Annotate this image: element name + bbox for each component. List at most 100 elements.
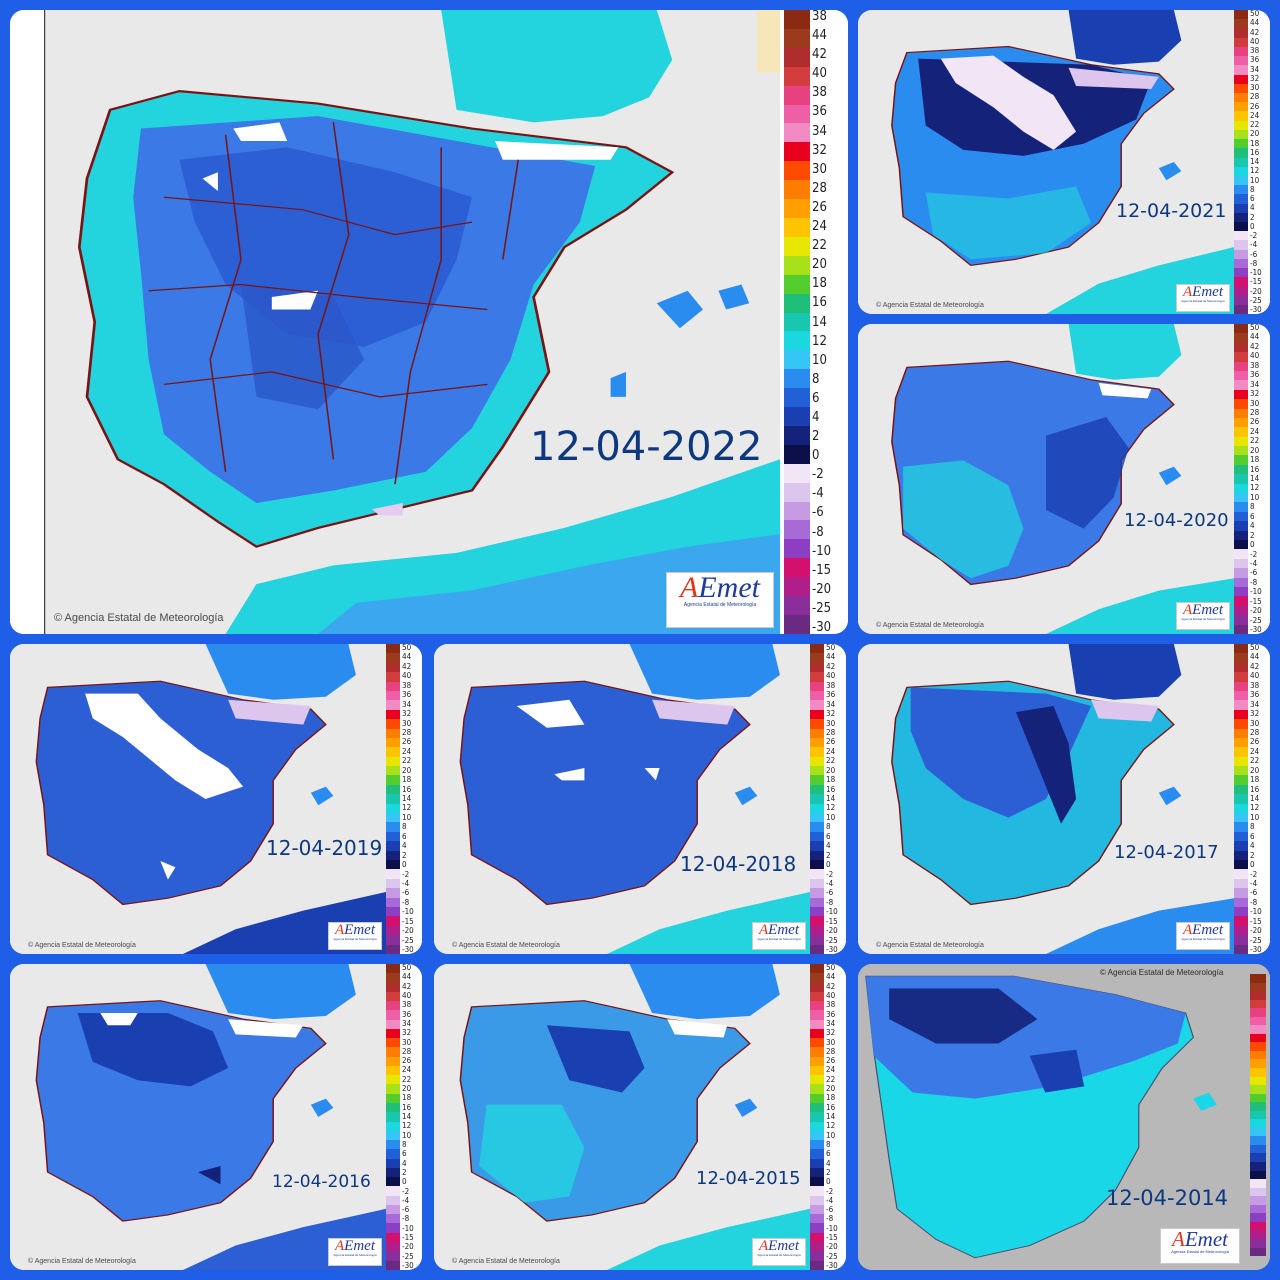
scale-swatch <box>386 925 400 936</box>
scale-tick-label: 0 <box>402 1177 407 1187</box>
scale-swatch <box>784 369 810 389</box>
scale-swatch <box>1234 624 1248 634</box>
scale-swatch <box>810 1149 824 1159</box>
scale-tick-label: 14 <box>1250 474 1260 483</box>
scale-tick-label: 44 <box>1250 652 1260 662</box>
scale-tick-label: -4 <box>1250 240 1258 250</box>
scale-tick-label: 42 <box>1250 341 1260 351</box>
scale-tick-label: 14 <box>1250 794 1260 803</box>
scale-swatch <box>784 104 810 124</box>
scale-tick-label: 0 <box>1250 221 1255 231</box>
scale-swatch <box>386 690 400 701</box>
scale-tick-label: 14 <box>826 1112 836 1121</box>
map-panel-2016: 12-04-2016 © Agencia Estatal de Meteorol… <box>10 964 422 1270</box>
scale-swatch <box>810 916 824 926</box>
scale-swatch <box>810 1241 824 1252</box>
scale-tick-label: -30 <box>812 620 832 634</box>
scale-tick-label: -6 <box>826 1205 834 1215</box>
scale-swatch <box>810 1158 824 1168</box>
scale-swatch <box>386 1112 400 1122</box>
scale-swatch <box>784 615 810 634</box>
aemet-logo: AEmet Agencia Estatal de Meteorología <box>1160 1228 1240 1264</box>
scale-tick-label: 20 <box>1250 445 1260 455</box>
scale-swatch <box>386 1019 400 1029</box>
scale-tick-label: 12 <box>826 1121 836 1131</box>
scale-swatch <box>1234 728 1248 738</box>
scale-swatch <box>1250 974 1266 983</box>
scale-swatch <box>386 1186 400 1196</box>
scale-tick-label: -2 <box>812 467 824 483</box>
scale-swatch <box>1234 690 1248 701</box>
scale-swatch <box>810 1038 824 1048</box>
scale-swatch <box>386 1149 400 1159</box>
scale-tick-label: 18 <box>1250 455 1260 465</box>
copyright-text: © Agencia Estatal de Meteorología <box>876 942 984 949</box>
scale-tick-label: 18 <box>812 276 827 292</box>
scale-swatch <box>1250 1179 1266 1188</box>
scale-tick-label: 40 <box>812 66 827 82</box>
scale-swatch <box>386 1084 400 1094</box>
scale-swatch <box>1234 37 1248 47</box>
scale-tick-label: -20 <box>402 1242 414 1252</box>
scale-swatch <box>784 142 810 162</box>
temperature-scale-2018: 50 44 42 40 38 36 34 32 30 28 26 24 22 20 18 16 14 12 10 8 6… <box>810 644 846 954</box>
scale-tick-label: 16 <box>812 295 827 311</box>
scale-tick-label: 18 <box>1250 138 1260 148</box>
scale-swatch <box>1234 10 1248 20</box>
scale-swatch <box>784 520 810 540</box>
scale-swatch <box>1234 869 1248 879</box>
scale-tick-label: 28 <box>1250 92 1260 102</box>
scale-swatch <box>784 123 810 143</box>
scale-swatch <box>810 672 824 682</box>
temperature-map-2022: 12-04-2022 © Agencia Estatal de Meteorol… <box>10 10 780 634</box>
scale-tick-label: 6 <box>402 831 407 841</box>
scale-tick-label: 38 <box>812 10 827 24</box>
scale-tick-label: 10 <box>402 812 412 822</box>
scale-swatch <box>1250 982 1266 992</box>
scale-swatch <box>810 1056 824 1066</box>
scale-swatch <box>1234 568 1248 578</box>
scale-swatch <box>386 728 400 738</box>
scale-swatch <box>810 1260 824 1270</box>
scale-tick-label: 44 <box>812 28 827 44</box>
copyright-text: © Agencia Estatal de Meteorología <box>1100 968 1224 977</box>
scale-tick-label: 6 <box>1250 831 1255 841</box>
scale-swatch <box>1250 1016 1266 1026</box>
scale-tick-label: 38 <box>402 680 412 690</box>
scale-tick-label: 50 <box>1250 324 1260 332</box>
scale-tick-label: 6 <box>826 1149 831 1159</box>
scale-swatch <box>386 869 400 879</box>
scale-swatch <box>810 1084 824 1094</box>
scale-swatch <box>386 944 400 954</box>
scale-swatch <box>1250 1153 1266 1163</box>
scale-swatch <box>386 1251 400 1261</box>
scale-tick-label: 22 <box>1250 756 1260 766</box>
scale-swatch <box>1250 1162 1266 1171</box>
scale-swatch <box>810 1195 824 1205</box>
scale-tick-label: -10 <box>826 1223 838 1233</box>
scale-tick-label: -8 <box>402 1214 410 1224</box>
scale-swatch <box>386 991 400 1002</box>
scale-tick-label: 26 <box>1250 417 1260 427</box>
scale-swatch <box>784 539 810 559</box>
scale-swatch <box>1234 324 1248 334</box>
scale-swatch <box>386 1232 400 1242</box>
scale-swatch <box>810 700 824 710</box>
scale-swatch <box>1250 1093 1266 1103</box>
scale-swatch <box>1234 577 1248 587</box>
scale-tick-label: 36 <box>812 104 827 120</box>
map-graphic-2018 <box>434 644 810 954</box>
map-panel-2020: 12-04-2020 © Agencia Estatal de Meteorol… <box>858 324 1270 634</box>
scale-swatch <box>1250 1238 1266 1248</box>
scale-tick-label: -15 <box>826 916 838 926</box>
scale-tick-label: 14 <box>1250 157 1260 166</box>
scale-swatch <box>1234 719 1248 729</box>
scale-tick-label: 30 <box>402 1037 412 1047</box>
scale-tick-label: -20 <box>812 581 832 597</box>
scale-swatch <box>1234 56 1248 66</box>
scale-swatch <box>386 1038 400 1048</box>
scale-tick-label: 12 <box>826 803 836 813</box>
scale-tick-label: 28 <box>826 1046 836 1056</box>
map-graphic-2015 <box>434 964 810 1270</box>
scale-tick-label: 40 <box>826 671 836 681</box>
